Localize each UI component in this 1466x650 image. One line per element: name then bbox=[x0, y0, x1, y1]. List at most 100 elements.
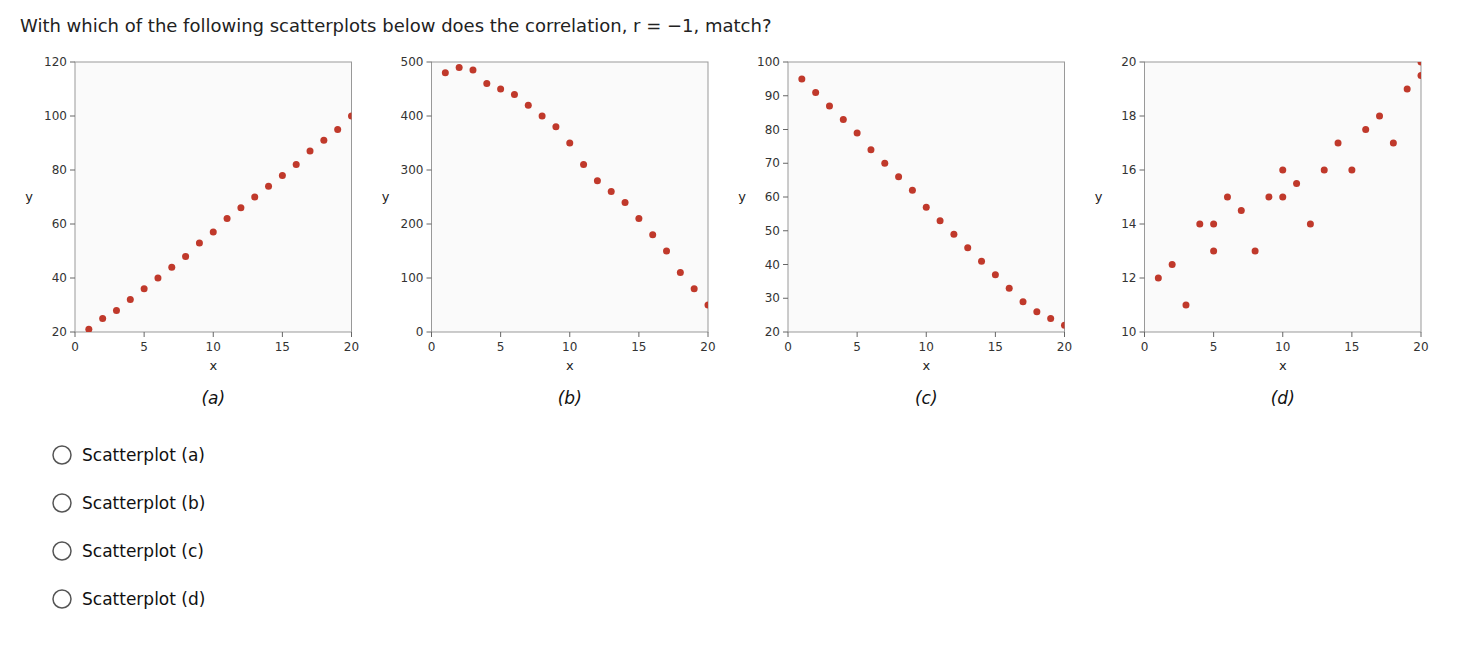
scatter-panel: 051015202030405060708090100xy(c) bbox=[738, 55, 1072, 408]
title: With which of the following scatterplots… bbox=[20, 15, 771, 36]
tick-mark bbox=[1421, 332, 1422, 337]
plot-area bbox=[788, 62, 1065, 332]
points bbox=[442, 64, 708, 309]
point bbox=[1279, 167, 1286, 174]
point bbox=[141, 285, 148, 292]
tick-mark bbox=[783, 62, 788, 63]
panel-label: (d) bbox=[1271, 388, 1295, 408]
point bbox=[456, 64, 463, 71]
tick-label: 200 bbox=[401, 217, 424, 231]
point bbox=[649, 231, 656, 238]
tick-mark bbox=[427, 332, 432, 333]
point bbox=[237, 204, 244, 211]
point bbox=[1307, 221, 1314, 228]
axis-label: y bbox=[382, 189, 390, 204]
tick-mark bbox=[427, 116, 432, 117]
tick-mark bbox=[70, 278, 75, 279]
axis-label: y bbox=[738, 189, 746, 204]
point bbox=[552, 123, 559, 130]
tick-label: 15 bbox=[1344, 340, 1359, 354]
point bbox=[1418, 62, 1422, 66]
tick-label: 0 bbox=[71, 340, 79, 354]
tick-mark bbox=[783, 332, 788, 333]
radio-button[interactable] bbox=[53, 542, 71, 560]
scatter-panel: 051015200100200300400500xy(b) bbox=[382, 55, 716, 408]
radio-label[interactable]: Scatterplot (c) bbox=[82, 541, 204, 561]
tick-label: 0 bbox=[784, 340, 792, 354]
tick-label: 10 bbox=[206, 340, 221, 354]
point bbox=[210, 229, 217, 236]
point bbox=[154, 275, 161, 282]
page: With which of the following scatterplots… bbox=[0, 0, 1466, 650]
tick-mark bbox=[1064, 332, 1065, 337]
tick-label: 5 bbox=[853, 340, 861, 354]
point bbox=[307, 148, 314, 155]
radio-option[interactable]: Scatterplot (c) bbox=[53, 541, 204, 561]
tick-label: 12 bbox=[1121, 271, 1136, 285]
point bbox=[279, 172, 286, 179]
point bbox=[1047, 315, 1054, 322]
tick-mark bbox=[783, 163, 788, 164]
point bbox=[1348, 167, 1355, 174]
point bbox=[677, 269, 684, 276]
point bbox=[99, 315, 106, 322]
tick-label: 90 bbox=[765, 89, 780, 103]
point bbox=[881, 160, 888, 167]
axis-label: x bbox=[922, 358, 930, 373]
tick-mark bbox=[1282, 332, 1283, 337]
tick-mark bbox=[70, 170, 75, 171]
tick-label: 30 bbox=[765, 291, 780, 305]
axis-label: x bbox=[209, 358, 217, 373]
radio-option[interactable]: Scatterplot (b) bbox=[53, 493, 205, 513]
point bbox=[663, 248, 670, 255]
point bbox=[1196, 221, 1203, 228]
axis-label: y bbox=[25, 189, 33, 204]
point bbox=[854, 129, 861, 136]
tick-label: 100 bbox=[401, 271, 424, 285]
point bbox=[1390, 140, 1397, 147]
tick-mark bbox=[708, 332, 709, 337]
tick-mark bbox=[213, 332, 214, 337]
radio-label[interactable]: Scatterplot (a) bbox=[82, 445, 205, 465]
point bbox=[469, 67, 476, 74]
point bbox=[950, 231, 957, 238]
radio-label[interactable]: Scatterplot (d) bbox=[82, 589, 205, 609]
point bbox=[937, 217, 944, 224]
point bbox=[320, 137, 327, 144]
tick-label: 20 bbox=[1057, 340, 1072, 354]
tick-label: 10 bbox=[1275, 340, 1290, 354]
tick-mark bbox=[427, 170, 432, 171]
tick-mark bbox=[1140, 278, 1145, 279]
tick-label: 120 bbox=[44, 55, 67, 69]
point bbox=[798, 75, 805, 82]
tick-mark bbox=[783, 197, 788, 198]
tick-label: 10 bbox=[919, 340, 934, 354]
radio-button[interactable] bbox=[53, 494, 71, 512]
tick-mark bbox=[783, 129, 788, 130]
points bbox=[85, 113, 351, 333]
points bbox=[798, 75, 1064, 328]
tick-mark bbox=[75, 332, 76, 337]
point bbox=[85, 326, 92, 332]
point bbox=[293, 161, 300, 168]
tick-mark bbox=[783, 230, 788, 231]
tick-mark bbox=[1140, 62, 1145, 63]
tick-mark bbox=[431, 332, 432, 337]
radio-button[interactable] bbox=[53, 590, 71, 608]
tick-label: 20 bbox=[765, 325, 780, 339]
point bbox=[1169, 261, 1176, 268]
plot-area bbox=[432, 62, 709, 332]
tick-label: 40 bbox=[765, 258, 780, 272]
tick-mark bbox=[144, 332, 145, 337]
point bbox=[1265, 194, 1272, 201]
radio-label[interactable]: Scatterplot (b) bbox=[82, 493, 205, 513]
radio-button[interactable] bbox=[53, 446, 71, 464]
tick-mark bbox=[857, 332, 858, 337]
point bbox=[608, 188, 615, 195]
point bbox=[964, 244, 971, 251]
point bbox=[691, 285, 698, 292]
radio-option[interactable]: Scatterplot (a) bbox=[53, 445, 205, 465]
tick-label: 0 bbox=[416, 325, 424, 339]
radio-option[interactable]: Scatterplot (d) bbox=[53, 589, 205, 609]
tick-mark bbox=[783, 95, 788, 96]
